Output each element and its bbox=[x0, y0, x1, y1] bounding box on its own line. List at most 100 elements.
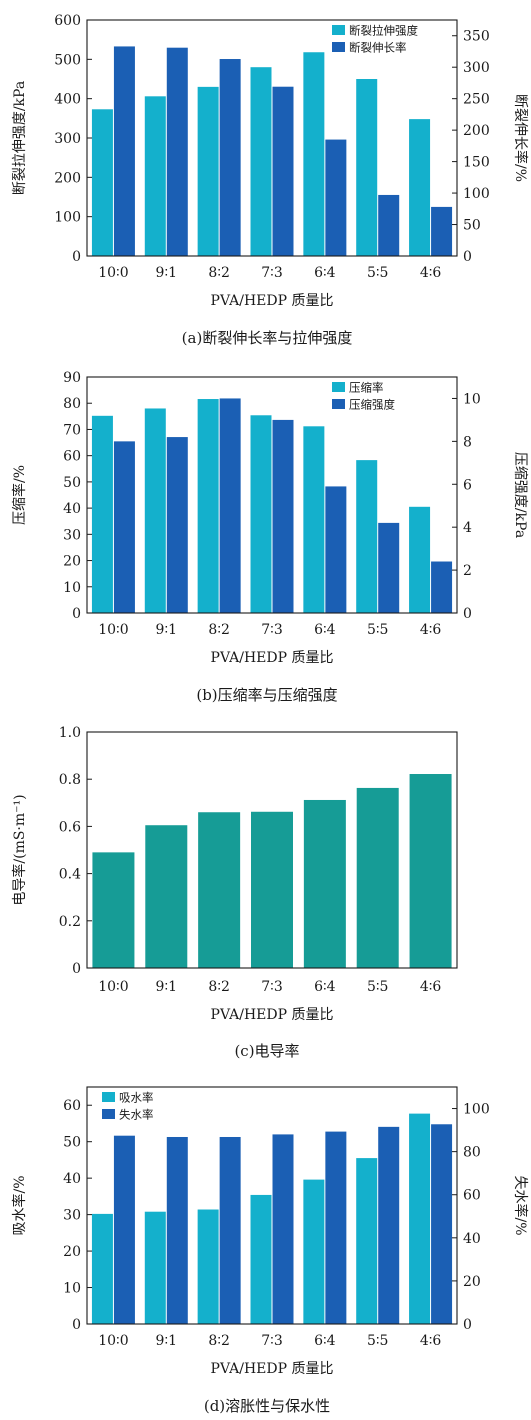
x-axis-title: PVA/HEDP 质量比 bbox=[211, 1361, 334, 1377]
y2-tick-label: 150 bbox=[463, 155, 490, 171]
y2-tick-label: 50 bbox=[463, 218, 481, 234]
y-axis-title: 压缩率/% bbox=[11, 465, 28, 525]
y-tick-label: 200 bbox=[54, 170, 81, 186]
category-label: 6∶4 bbox=[314, 979, 336, 995]
legend-label: 断裂拉伸强度 bbox=[349, 24, 418, 38]
bar-s0-2 bbox=[197, 1209, 219, 1324]
category-label: 9∶1 bbox=[156, 622, 177, 638]
category-label: 5∶5 bbox=[367, 1333, 388, 1349]
bar-s0-4 bbox=[303, 799, 346, 968]
y-tick-label: 40 bbox=[63, 501, 81, 517]
bar-s1-1 bbox=[166, 437, 188, 613]
category-label: 7∶3 bbox=[261, 979, 282, 995]
category-label: 8∶2 bbox=[208, 979, 229, 995]
legend-swatch bbox=[332, 42, 345, 52]
legend-swatch bbox=[332, 25, 345, 35]
category-label: 9∶1 bbox=[156, 1333, 177, 1349]
y-tick-label: 20 bbox=[63, 1244, 81, 1260]
y2-tick-label: 350 bbox=[463, 29, 490, 45]
y-tick-label: 0.2 bbox=[59, 914, 81, 930]
bar-s0-0 bbox=[92, 852, 135, 968]
bar-s0-2 bbox=[197, 399, 219, 613]
y2-tick-label: 100 bbox=[463, 1102, 490, 1118]
bar-s1-2 bbox=[219, 1136, 241, 1324]
panel-caption: (c)电导率 bbox=[234, 1042, 299, 1060]
legend-swatch bbox=[102, 1109, 115, 1119]
y-tick-label: 20 bbox=[63, 554, 81, 570]
y-tick-label: 60 bbox=[63, 449, 81, 465]
y2-tick-label: 100 bbox=[463, 186, 490, 202]
category-label: 4∶6 bbox=[420, 979, 442, 995]
y-tick-label: 0 bbox=[72, 606, 81, 622]
bar-s1-0 bbox=[113, 1135, 135, 1324]
y2-tick-label: 250 bbox=[463, 92, 490, 108]
category-label: 6∶4 bbox=[314, 622, 336, 638]
category-label: 4∶6 bbox=[420, 622, 442, 638]
plot-frame bbox=[86, 19, 458, 257]
legend-swatch bbox=[102, 1092, 115, 1102]
category-label: 10∶0 bbox=[98, 1333, 128, 1349]
y2-tick-label: 8 bbox=[463, 434, 472, 450]
y-tick-label: 0 bbox=[72, 1317, 81, 1333]
category-label: 10∶0 bbox=[98, 265, 128, 281]
bar-s0-2 bbox=[198, 812, 241, 968]
category-label: 7∶3 bbox=[261, 622, 282, 638]
y-tick-label: 100 bbox=[54, 210, 81, 226]
y-tick-label: 90 bbox=[63, 370, 81, 386]
y-tick-label: 40 bbox=[63, 1171, 81, 1187]
plot-frame bbox=[86, 1086, 458, 1325]
plot-frame bbox=[86, 731, 458, 969]
chart-panel-3: 0 10 20 30 40 50 60 0 20 40 60 80 100 10∶0 9∶1 8∶2 7∶3 6∶… bbox=[11, 1086, 529, 1415]
y2-tick-label: 200 bbox=[463, 123, 490, 139]
y2-tick-label: 10 bbox=[463, 391, 481, 407]
y-tick-label: 1.0 bbox=[59, 725, 81, 741]
panel-caption: (b)压缩率与压缩强度 bbox=[196, 686, 337, 704]
legend-label: 吸水率 bbox=[119, 1091, 154, 1105]
bar-s0-6 bbox=[409, 1113, 431, 1324]
category-label: 4∶6 bbox=[420, 1333, 442, 1349]
bar-s1-5 bbox=[378, 194, 400, 256]
bar-s0-4 bbox=[303, 1179, 325, 1324]
y-tick-label: 60 bbox=[63, 1098, 81, 1114]
legend-label: 压缩率 bbox=[349, 381, 384, 395]
panel-caption: (a)断裂伸长率与拉伸强度 bbox=[182, 329, 353, 347]
bar-s1-6 bbox=[431, 561, 453, 613]
y-tick-label: 600 bbox=[54, 13, 81, 29]
bar-s1-0 bbox=[113, 441, 135, 613]
bar-s0-3 bbox=[251, 811, 293, 968]
bar-s1-5 bbox=[378, 522, 400, 613]
x-axis-title: PVA/HEDP 质量比 bbox=[211, 293, 334, 309]
legend-label: 压缩强度 bbox=[349, 398, 395, 412]
bar-s0-5 bbox=[356, 79, 378, 256]
y-tick-label: 80 bbox=[63, 396, 81, 412]
category-label: 10∶0 bbox=[98, 622, 128, 638]
panel-caption: (d)溶胀性与保水性 bbox=[204, 1397, 330, 1415]
category-label: 5∶5 bbox=[367, 622, 388, 638]
bar-s1-3 bbox=[272, 1134, 294, 1324]
bar-s0-0 bbox=[91, 109, 113, 256]
bar-s1-1 bbox=[166, 47, 188, 256]
bar-s0-0 bbox=[91, 1213, 113, 1324]
y-tick-label: 0 bbox=[72, 249, 81, 265]
category-label: 7∶3 bbox=[261, 265, 282, 281]
y-axis-title: 断裂拉伸强度/kPa bbox=[12, 81, 28, 195]
bar-s0-6 bbox=[409, 506, 431, 613]
chart-panel-1: 0 10 20 30 40 50 60 70 80 90 0 2 4 6 8 10 10∶0 9∶1 8∶2 7∶3 6… bbox=[11, 370, 528, 704]
bar-s0-5 bbox=[356, 1158, 378, 1324]
y-tick-label: 400 bbox=[54, 92, 81, 108]
category-label: 4∶6 bbox=[420, 265, 442, 281]
legend-swatch bbox=[332, 382, 345, 392]
y-tick-label: 30 bbox=[63, 1208, 81, 1224]
y2-tick-label: 0 bbox=[463, 1317, 472, 1333]
bar-s0-5 bbox=[356, 787, 399, 968]
y2-tick-label: 80 bbox=[463, 1145, 481, 1161]
category-label: 5∶5 bbox=[367, 979, 388, 995]
bar-s0-0 bbox=[91, 415, 113, 613]
y2-tick-label: 300 bbox=[463, 60, 490, 76]
category-label: 8∶2 bbox=[208, 1333, 229, 1349]
y2-tick-label: 0 bbox=[463, 606, 472, 622]
y-tick-label: 50 bbox=[63, 1135, 81, 1151]
bar-s0-1 bbox=[145, 825, 188, 968]
y2-axis-title: 失水率/% bbox=[512, 1175, 529, 1235]
